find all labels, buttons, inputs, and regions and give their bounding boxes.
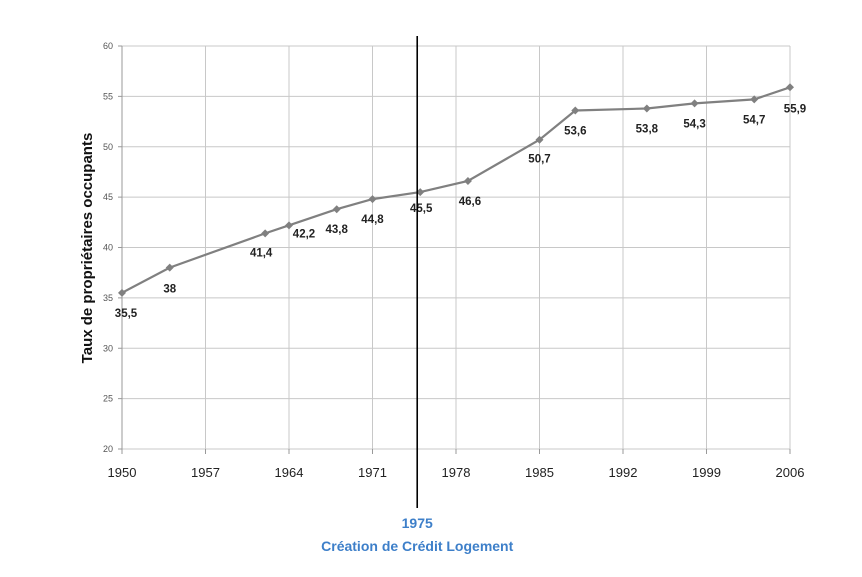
y-tick-label: 20 bbox=[103, 444, 113, 454]
data-point bbox=[165, 263, 174, 272]
data-point bbox=[332, 205, 341, 214]
data-point bbox=[118, 288, 126, 297]
data-point bbox=[285, 221, 293, 230]
x-tick-label: 1999 bbox=[692, 465, 721, 480]
data-label: 50,7 bbox=[528, 154, 550, 166]
data-point bbox=[535, 135, 544, 144]
series-line bbox=[121, 86, 791, 294]
data-label: 38 bbox=[163, 284, 176, 296]
data-point bbox=[690, 99, 699, 108]
event-year-label: 1975 bbox=[402, 515, 433, 531]
data-points bbox=[118, 83, 794, 297]
data-label: 44,8 bbox=[361, 214, 384, 226]
x-tick-label: 1964 bbox=[275, 465, 304, 480]
data-label: 46,6 bbox=[459, 196, 481, 208]
x-tick-label: 1971 bbox=[358, 465, 387, 480]
x-tick-label: 1985 bbox=[525, 465, 554, 480]
x-axis-ticks: 1950 1957 1964 1971 1978 1985 1992 1999 2006 bbox=[108, 449, 805, 480]
data-point bbox=[786, 83, 794, 92]
data-label: 53,6 bbox=[564, 125, 586, 137]
x-tick-label: 2006 bbox=[776, 465, 805, 480]
data-label: 45,5 bbox=[410, 203, 433, 215]
y-tick-label: 35 bbox=[103, 293, 113, 303]
data-point bbox=[463, 177, 472, 186]
y-tick-label: 60 bbox=[103, 41, 113, 51]
event-description-label: Création de Crédit Logement bbox=[321, 538, 513, 554]
y-tick-label: 50 bbox=[103, 142, 113, 152]
data-point bbox=[642, 104, 651, 113]
y-tick-label: 30 bbox=[103, 343, 113, 353]
y-tick-label: 40 bbox=[103, 243, 113, 253]
x-tick-label: 1957 bbox=[191, 465, 220, 480]
data-point bbox=[368, 195, 377, 204]
data-label: 54,7 bbox=[743, 114, 765, 126]
data-point bbox=[261, 229, 270, 238]
data-label: 53,8 bbox=[636, 123, 659, 135]
grid-lines bbox=[121, 45, 791, 450]
data-label: 35,5 bbox=[115, 308, 138, 320]
data-label: 42,2 bbox=[293, 228, 315, 240]
x-tick-label: 1992 bbox=[609, 465, 638, 480]
data-label: 43,8 bbox=[326, 224, 349, 236]
data-point bbox=[750, 95, 759, 104]
data-point bbox=[416, 188, 425, 197]
data-point bbox=[571, 106, 580, 115]
data-label: 55,9 bbox=[784, 103, 806, 115]
data-label: 41,4 bbox=[250, 247, 273, 259]
x-tick-label: 1950 bbox=[108, 465, 137, 480]
y-tick-label: 45 bbox=[103, 192, 113, 202]
y-tick-label: 25 bbox=[103, 394, 113, 404]
data-label: 54,3 bbox=[683, 118, 705, 130]
x-tick-label: 1978 bbox=[442, 465, 471, 480]
data-labels: 35,5 38 41,4 42,2 43,8 44,8 45,5 46,6 50,7 53,6 53… bbox=[115, 103, 806, 320]
y-axis-ticks: 20 25 30 35 40 45 50 55 60 bbox=[103, 41, 122, 454]
y-axis-label: Taux de propriétaires occupants bbox=[79, 133, 96, 364]
y-tick-label: 55 bbox=[103, 91, 113, 101]
series-polyline bbox=[121, 86, 791, 294]
